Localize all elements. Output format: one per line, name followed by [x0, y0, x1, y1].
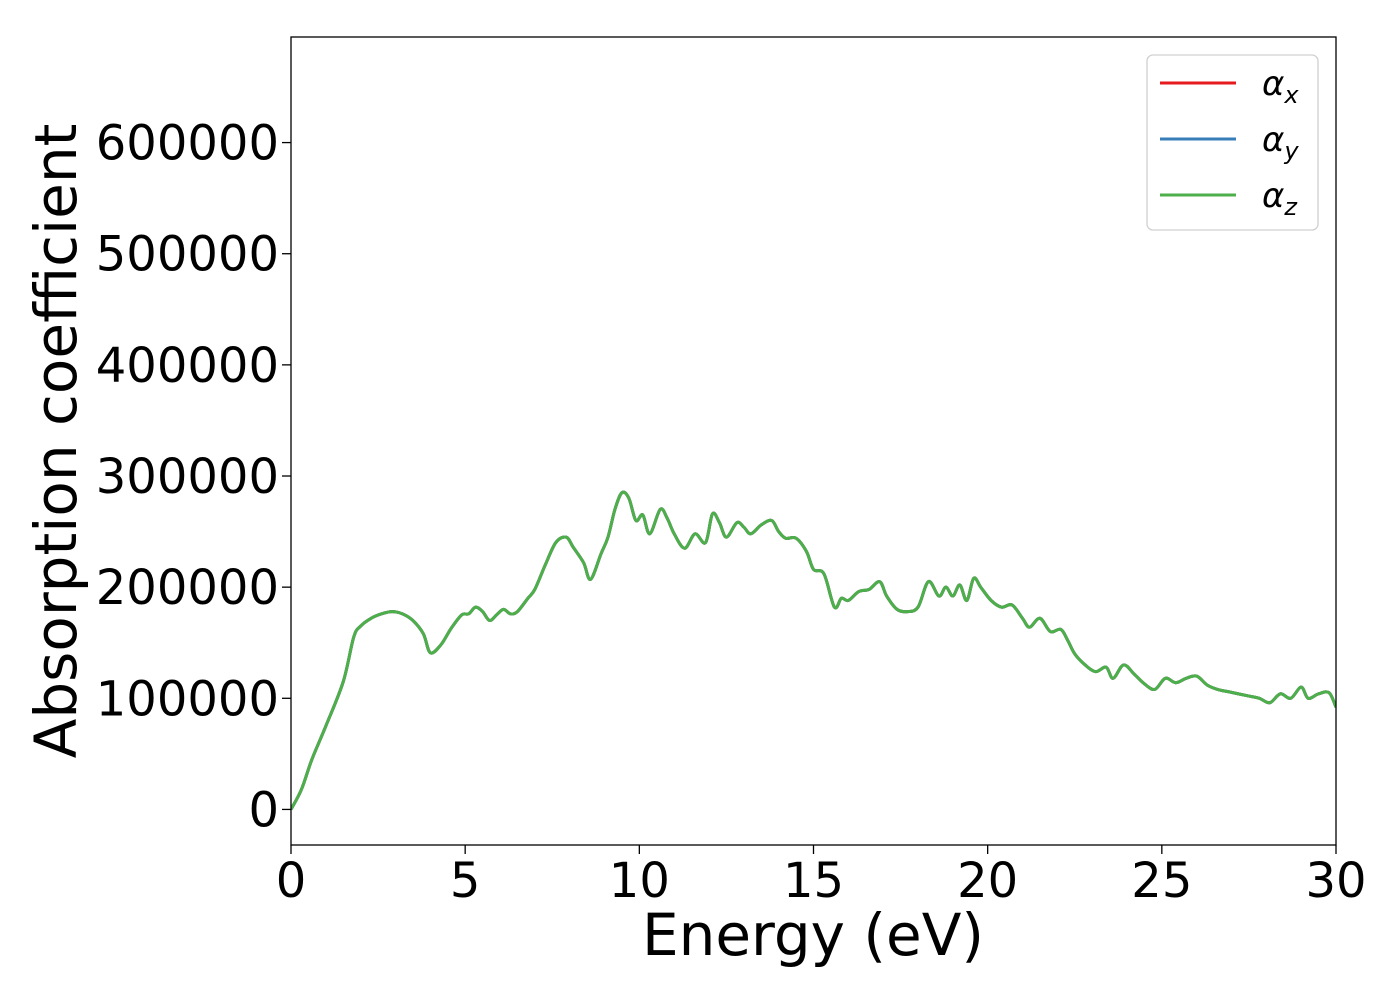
legend-label: αy [1262, 120, 1299, 165]
x-axis-title: Energy (eV) [642, 901, 984, 969]
y-axis-title: Absorption coefficient [22, 124, 90, 759]
x-axis-ticks: 0 5 10 15 20 25 30 [276, 845, 1367, 909]
legend-symbol: α [1262, 64, 1284, 104]
y-tick-label: 0 [248, 782, 279, 838]
series-line-alpha-z [291, 490, 1336, 811]
x-tick-label: 0 [276, 853, 307, 909]
y-tick-label: 600000 [96, 116, 279, 172]
legend-label: αz [1262, 176, 1298, 221]
legend-frame [1146, 54, 1319, 231]
legend-subscript: x [1283, 81, 1299, 109]
x-tick-label: 15 [783, 853, 844, 909]
legend-label: αx [1262, 64, 1299, 109]
x-tick-label: 25 [1131, 853, 1192, 909]
y-axis-ticks: 0 100000 200000 300000 400000 500000 600000 [96, 116, 291, 838]
x-tick-label: 5 [450, 853, 481, 909]
x-tick-label: 20 [957, 853, 1018, 909]
y-tick-label: 500000 [96, 227, 279, 283]
legend-symbol: α [1262, 176, 1284, 216]
legend-subscript: y [1283, 137, 1299, 165]
legend-subscript: z [1283, 193, 1298, 221]
legend-symbol: α [1262, 120, 1284, 160]
y-tick-label: 100000 [96, 671, 279, 727]
x-tick-label: 10 [609, 853, 670, 909]
y-tick-label: 400000 [96, 338, 279, 394]
series-layer [291, 490, 1336, 811]
y-tick-label: 300000 [96, 449, 279, 505]
y-tick-label: 200000 [96, 560, 279, 616]
x-tick-label: 30 [1305, 853, 1366, 909]
